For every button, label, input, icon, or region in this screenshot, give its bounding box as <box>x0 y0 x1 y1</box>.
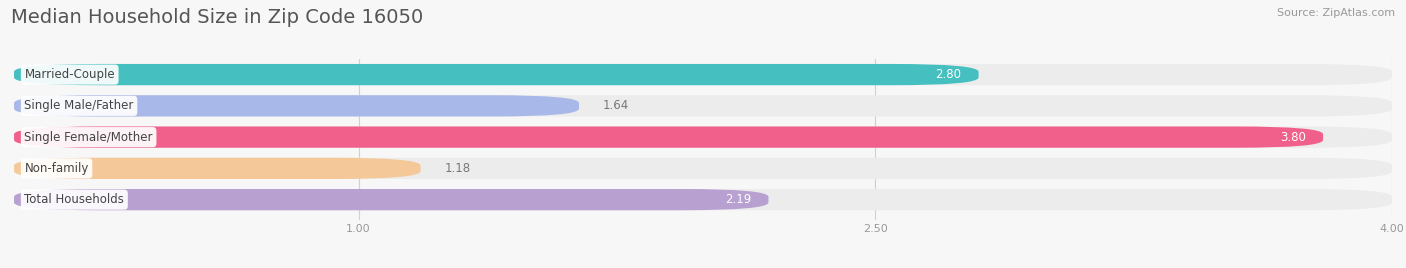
Text: 1.64: 1.64 <box>603 99 630 112</box>
FancyBboxPatch shape <box>14 158 1392 179</box>
Text: 2.80: 2.80 <box>935 68 962 81</box>
Text: Single Female/Mother: Single Female/Mother <box>24 131 153 144</box>
Text: 2.19: 2.19 <box>725 193 751 206</box>
Text: Non-family: Non-family <box>24 162 89 175</box>
Text: Single Male/Father: Single Male/Father <box>24 99 134 112</box>
FancyBboxPatch shape <box>14 189 1392 210</box>
FancyBboxPatch shape <box>14 64 979 85</box>
Text: Source: ZipAtlas.com: Source: ZipAtlas.com <box>1277 8 1395 18</box>
FancyBboxPatch shape <box>14 95 1392 117</box>
Text: 1.18: 1.18 <box>444 162 471 175</box>
FancyBboxPatch shape <box>14 64 1392 85</box>
Text: 3.80: 3.80 <box>1279 131 1306 144</box>
FancyBboxPatch shape <box>14 158 420 179</box>
FancyBboxPatch shape <box>14 126 1323 148</box>
Text: Married-Couple: Married-Couple <box>24 68 115 81</box>
FancyBboxPatch shape <box>14 126 1392 148</box>
FancyBboxPatch shape <box>14 95 579 117</box>
FancyBboxPatch shape <box>14 189 769 210</box>
Text: Median Household Size in Zip Code 16050: Median Household Size in Zip Code 16050 <box>11 8 423 27</box>
Text: Total Households: Total Households <box>24 193 124 206</box>
